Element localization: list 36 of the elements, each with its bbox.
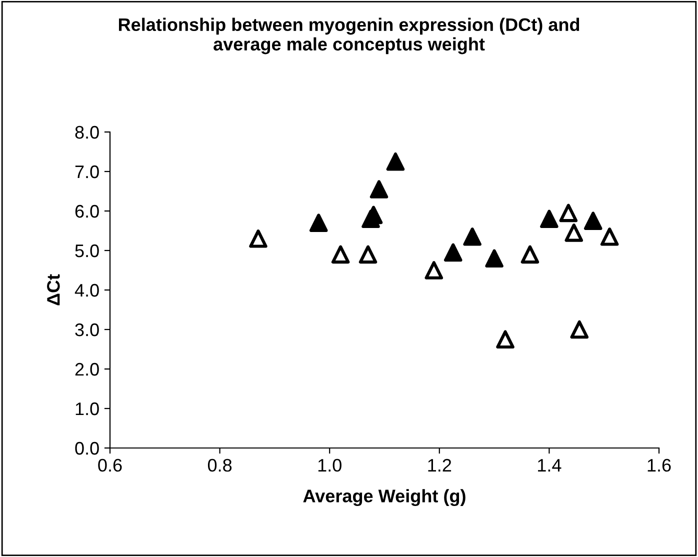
x-tick-label: 1.6	[648, 458, 671, 472]
point	[570, 320, 589, 339]
point	[444, 243, 462, 262]
x-tick-label: 0.6	[98, 458, 122, 472]
point	[600, 228, 619, 246]
y-axis-title: ΔCt	[47, 274, 60, 306]
point	[564, 224, 584, 242]
point	[463, 228, 482, 246]
point	[485, 249, 504, 268]
y-tick-label: 2.0	[75, 362, 99, 376]
x-tick-label: 0.8	[208, 458, 232, 472]
point	[331, 245, 350, 264]
point	[584, 212, 602, 230]
y-tick-label: 8.0	[75, 126, 99, 139]
point	[249, 230, 268, 248]
point	[386, 152, 405, 171]
point	[358, 245, 378, 264]
point	[520, 245, 540, 264]
x-tick-label: 1.0	[318, 458, 342, 472]
point	[309, 214, 328, 232]
y-tick-label: 1.0	[76, 402, 99, 416]
point	[496, 330, 514, 349]
x-tick-label: 1.4	[538, 459, 562, 472]
y-tick-label: 0.0	[75, 442, 99, 455]
y-tick-label: 3.0	[75, 323, 99, 336]
y-tick-label: 4.0	[74, 284, 99, 297]
point	[559, 204, 578, 222]
point	[424, 261, 444, 280]
y-tick-label: 5.0	[75, 244, 99, 258]
point	[370, 180, 388, 198]
point	[540, 210, 558, 228]
y-tick-label: 6.0	[75, 204, 99, 218]
x-tick-label: 1.2	[428, 458, 452, 472]
x-axis-title: Average Weight (g)	[303, 489, 466, 506]
chart-title: Relationship between myogenin expression (DCt) and average male conceptus weight	[118, 18, 580, 54]
y-tick-label: 7.0	[75, 165, 99, 178]
